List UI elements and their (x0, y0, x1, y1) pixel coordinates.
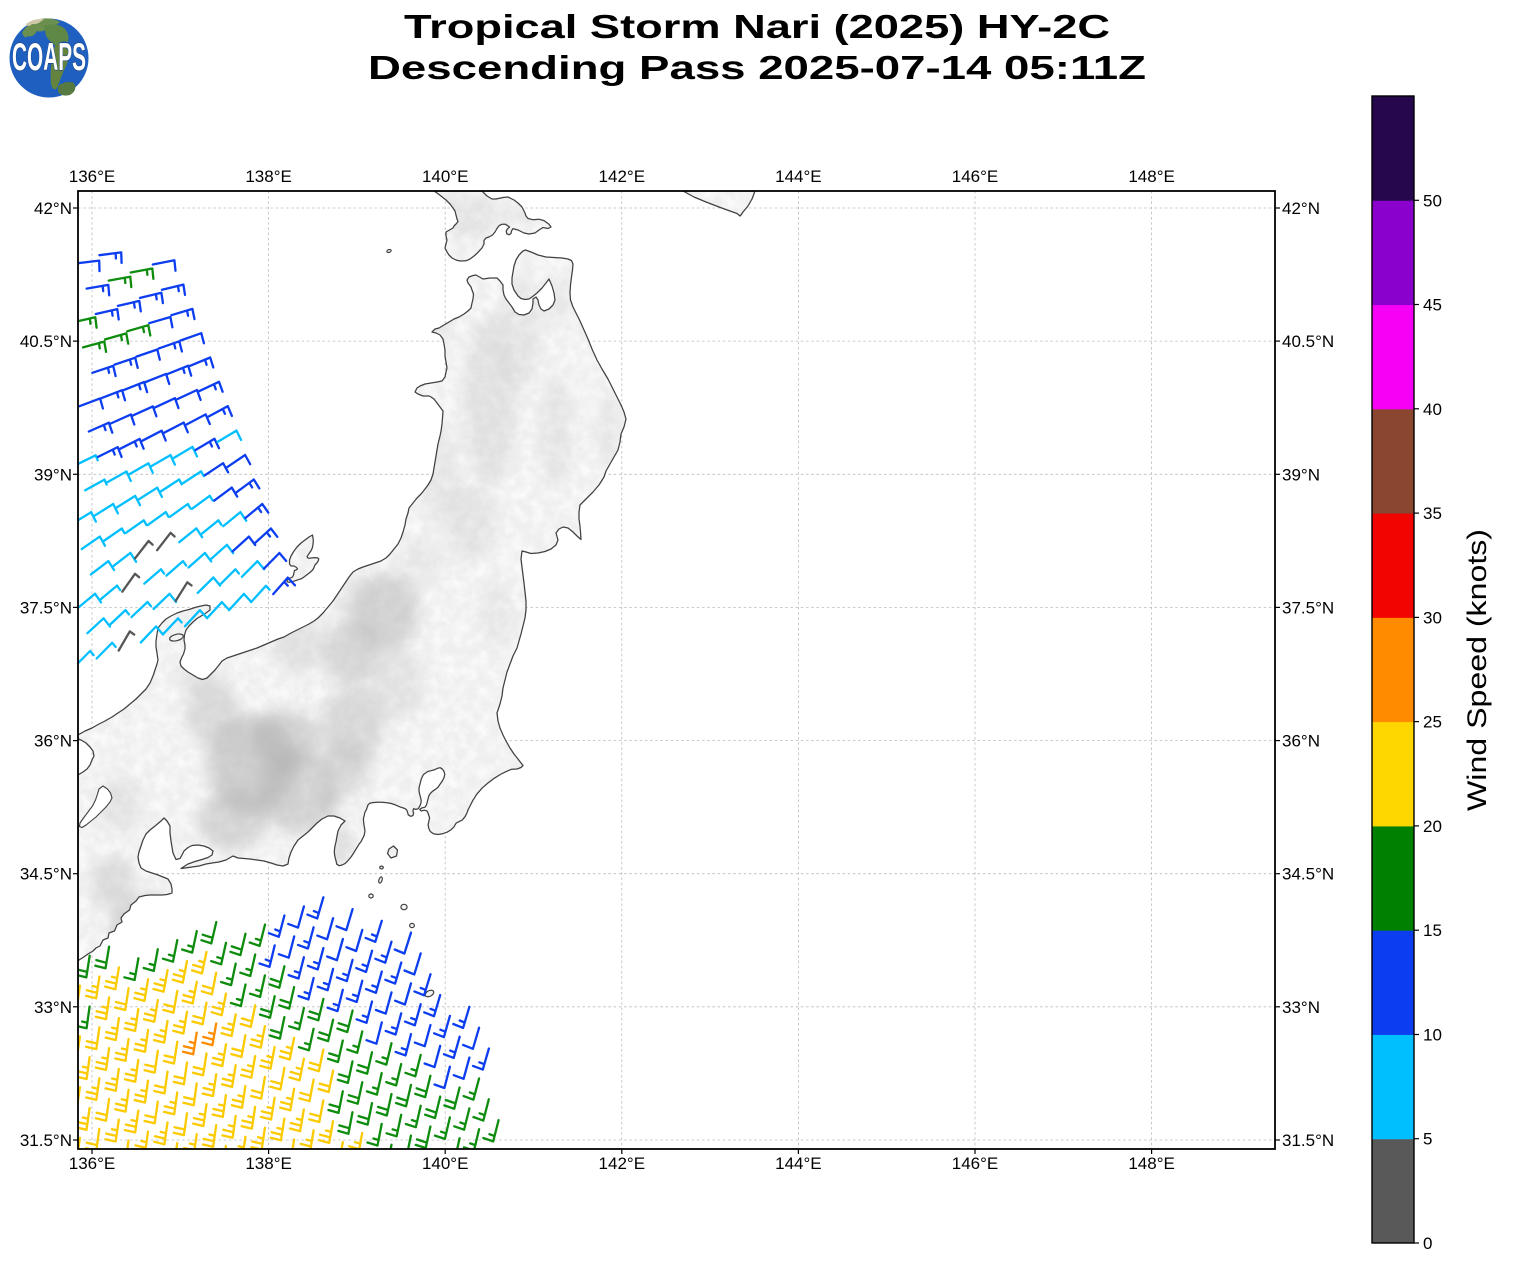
svg-text:138°E: 138°E (245, 1154, 292, 1173)
svg-text:142°E: 142°E (599, 1154, 646, 1173)
svg-text:36°N: 36°N (1282, 732, 1320, 751)
svg-text:30: 30 (1423, 608, 1442, 627)
svg-text:5: 5 (1423, 1130, 1432, 1149)
svg-text:42°N: 42°N (1282, 199, 1320, 218)
svg-text:144°E: 144°E (775, 167, 822, 186)
svg-text:45: 45 (1423, 296, 1442, 315)
svg-text:37.5°N: 37.5°N (1282, 598, 1334, 617)
svg-text:39°N: 39°N (1282, 465, 1320, 484)
svg-text:138°E: 138°E (245, 167, 292, 186)
svg-text:40.5°N: 40.5°N (1282, 332, 1334, 351)
svg-text:33°N: 33°N (34, 998, 72, 1017)
svg-text:140°E: 140°E (422, 1154, 469, 1173)
svg-text:35: 35 (1423, 504, 1442, 523)
svg-text:Wind Speed (knots): Wind Speed (knots) (1462, 529, 1492, 811)
svg-text:31.5°N: 31.5°N (1282, 1131, 1334, 1150)
svg-text:136°E: 136°E (69, 1154, 116, 1173)
svg-text:Descending Pass 2025-07-14 05:: Descending Pass 2025-07-14 05:11Z (368, 49, 1146, 86)
svg-text:148°E: 148°E (1128, 167, 1175, 186)
svg-text:Tropical Storm Nari (2025) HY-: Tropical Storm Nari (2025) HY-2C (404, 8, 1110, 45)
svg-text:15: 15 (1423, 921, 1442, 940)
svg-text:0: 0 (1423, 1234, 1432, 1253)
svg-text:34.5°N: 34.5°N (1282, 865, 1334, 884)
svg-text:37.5°N: 37.5°N (20, 598, 72, 617)
svg-text:10: 10 (1423, 1026, 1442, 1045)
svg-text:140°E: 140°E (422, 167, 469, 186)
svg-text:39°N: 39°N (34, 465, 72, 484)
svg-text:142°E: 142°E (599, 167, 646, 186)
svg-text:40: 40 (1423, 400, 1442, 419)
svg-text:33°N: 33°N (1282, 998, 1320, 1017)
svg-text:146°E: 146°E (952, 167, 999, 186)
svg-text:136°E: 136°E (69, 167, 116, 186)
svg-text:20: 20 (1423, 817, 1442, 836)
svg-text:148°E: 148°E (1128, 1154, 1175, 1173)
svg-text:25: 25 (1423, 713, 1442, 732)
svg-text:144°E: 144°E (775, 1154, 822, 1173)
svg-text:40.5°N: 40.5°N (20, 332, 72, 351)
svg-text:50: 50 (1423, 191, 1442, 210)
svg-text:34.5°N: 34.5°N (20, 865, 72, 884)
svg-text:36°N: 36°N (34, 732, 72, 751)
svg-text:146°E: 146°E (952, 1154, 999, 1173)
svg-text:COAPS: COAPS (12, 36, 86, 79)
svg-text:42°N: 42°N (34, 199, 72, 218)
svg-text:31.5°N: 31.5°N (20, 1131, 72, 1150)
